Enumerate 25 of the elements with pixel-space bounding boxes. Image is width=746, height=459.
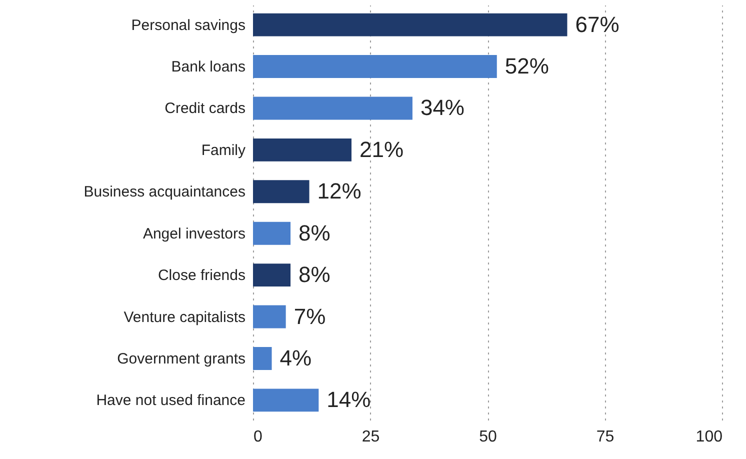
y-tick-label: Angel investors	[142, 225, 246, 242]
data-label: 67%	[575, 12, 620, 37]
data-label: 21%	[359, 136, 404, 162]
data-label: 14%	[326, 387, 371, 412]
x-tick-label: 0	[254, 428, 262, 446]
data-label: 4%	[280, 345, 312, 370]
x-tick-label: 75	[596, 428, 614, 446]
y-tick-label: Have not used finance	[96, 392, 246, 410]
y-tick-label: Family	[201, 142, 246, 159]
data-label: 7%	[294, 304, 326, 329]
y-tick-label: Personal savings	[131, 16, 246, 34]
data-label: 12%	[317, 178, 362, 204]
x-tick-label: 100	[696, 428, 723, 446]
y-tick-label: Close friends	[158, 267, 246, 284]
data-label: 34%	[420, 95, 465, 120]
y-tick-label: Bank loans	[171, 58, 246, 76]
x-tick-label: 25	[362, 428, 380, 446]
x-tick-label: 50	[479, 428, 497, 446]
data-label: 8%	[298, 262, 330, 288]
y-tick-label: Credit cards	[164, 100, 246, 118]
data-label: 8%	[298, 220, 330, 246]
y-tick-label: Venture capitalists	[124, 308, 246, 326]
data-label: 52%	[504, 54, 549, 79]
y-tick-label: Government grants	[117, 350, 246, 368]
y-tick-label: Business acquaintances	[84, 184, 246, 201]
